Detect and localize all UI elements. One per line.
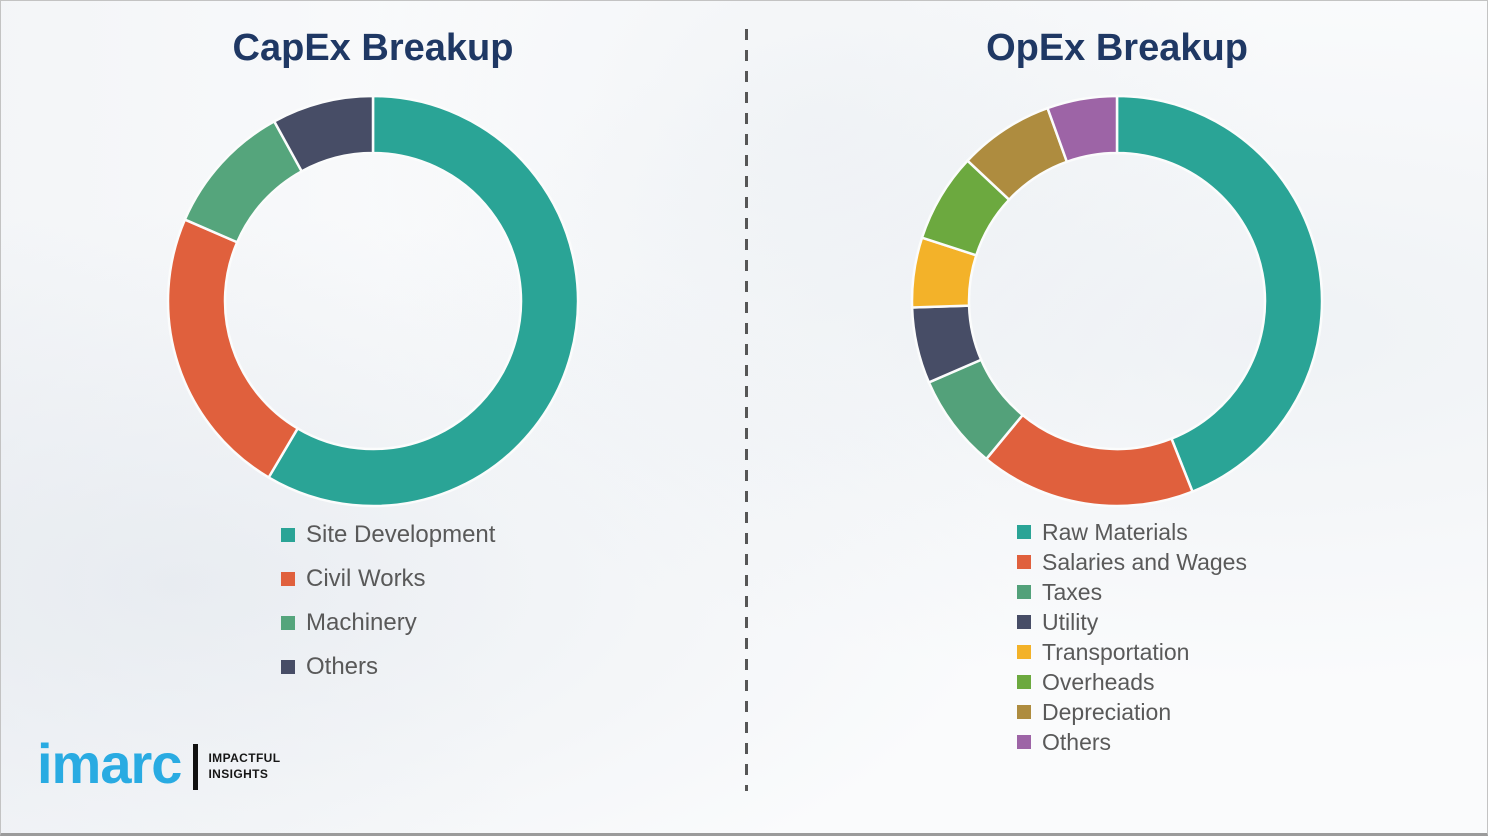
legend-label-salaries-and-wages: Salaries and Wages xyxy=(1042,548,1247,575)
imarc-logo: imarc IMPACTFUL INSIGHTS xyxy=(37,736,280,792)
legend-label-taxes: Taxes xyxy=(1042,578,1103,605)
capex-panel: CapEx Breakup Site Development Civil Work… xyxy=(1,1,745,837)
legend-swatch-raw-materials xyxy=(1017,525,1031,539)
opex-panel: OpEx Breakup Raw Materials Salaries and W… xyxy=(745,1,1488,837)
legend-swatch-salaries-and-wages xyxy=(1017,555,1031,569)
legend-item-utility: Utility xyxy=(1017,607,1247,637)
legend-swatch-overheads xyxy=(1017,675,1031,689)
legend-swatch-civil-works xyxy=(281,572,295,586)
opex-chart-title: OpEx Breakup xyxy=(986,27,1248,69)
legend-item-civil-works: Civil Works xyxy=(281,557,495,601)
legend-label-machinery: Machinery xyxy=(306,609,417,636)
legend-swatch-taxes xyxy=(1017,585,1031,599)
legend-label-raw-materials: Raw Materials xyxy=(1042,518,1188,545)
imarc-logo-wordmark: imarc xyxy=(37,732,182,795)
imarc-logo-tagline: IMPACTFUL INSIGHTS xyxy=(208,751,280,782)
legend-item-salaries-and-wages: Salaries and Wages xyxy=(1017,547,1247,577)
imarc-tagline-line2: INSIGHTS xyxy=(208,767,269,781)
legend-label-depreciation: Depreciation xyxy=(1042,698,1172,725)
legend-swatch-others xyxy=(1017,735,1031,749)
legend-item-depreciation: Depreciation xyxy=(1017,697,1247,727)
legend-label-site-development: Site Development xyxy=(306,521,496,548)
legend-item-others: Others xyxy=(281,645,495,689)
legend-item-taxes: Taxes xyxy=(1017,577,1247,607)
donut-slice-site-development xyxy=(266,94,580,508)
legend-swatch-transportation xyxy=(1017,645,1031,659)
donut-slice-others xyxy=(272,94,375,174)
donut-slice-others xyxy=(1045,94,1119,164)
legend-label-overheads: Overheads xyxy=(1042,668,1155,695)
imarc-tagline-line1: IMPACTFUL xyxy=(208,751,281,766)
legend-swatch-depreciation xyxy=(1017,705,1031,719)
capex-legend: Site Development Civil Works Machinery Othe… xyxy=(281,513,495,689)
opex-legend: Raw Materials Salaries and Wages Taxes Util… xyxy=(1017,517,1247,757)
legend-swatch-machinery xyxy=(281,616,295,630)
donut-slice-raw-materials xyxy=(1115,94,1324,494)
opex-donut-chart xyxy=(910,94,1324,508)
legend-label-others: Others xyxy=(306,653,379,680)
legend-label-civil-works: Civil Works xyxy=(306,565,426,592)
donut-slice-salaries-and-wages xyxy=(984,413,1195,508)
legend-item-machinery: Machinery xyxy=(281,601,495,645)
legend-item-others: Others xyxy=(1017,727,1247,757)
legend-item-site-development: Site Development xyxy=(281,513,495,557)
legend-swatch-others xyxy=(281,660,295,674)
legend-item-transportation: Transportation xyxy=(1017,637,1247,667)
legend-label-utility: Utility xyxy=(1042,608,1099,635)
legend-label-transportation: Transportation xyxy=(1042,638,1190,665)
capex-chart-title: CapEx Breakup xyxy=(232,27,514,69)
legend-item-overheads: Overheads xyxy=(1017,667,1247,697)
donut-slice-civil-works xyxy=(166,217,300,480)
legend-swatch-utility xyxy=(1017,615,1031,629)
legend-item-raw-materials: Raw Materials xyxy=(1017,517,1247,547)
legend-label-others: Others xyxy=(1042,728,1112,755)
imarc-logo-divider-bar xyxy=(193,744,199,790)
dashed-divider xyxy=(745,29,748,791)
capex-donut-chart xyxy=(166,94,580,508)
legend-swatch-site-development xyxy=(281,528,295,542)
